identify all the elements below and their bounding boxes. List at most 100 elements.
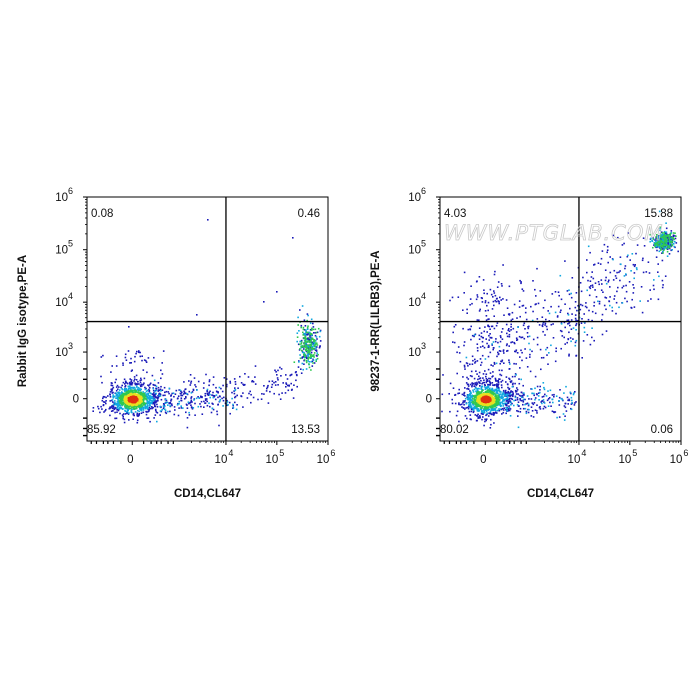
event-dot [563,392,565,394]
event-dot [475,384,478,386]
event-dot [304,353,307,356]
event-dot [473,410,475,412]
event-dot [316,346,318,348]
event-dot [298,361,300,363]
event-dot [133,389,136,392]
event-dot [526,332,529,334]
event-dot [185,403,188,406]
event-dot [500,360,502,363]
event-dot [125,398,127,401]
event-dot [481,407,483,409]
event-dot [138,390,140,392]
event-dot [474,358,476,361]
event-dot [122,417,124,420]
event-dot [145,390,148,393]
event-dot [449,299,451,302]
event-dot [310,361,312,363]
event-dot [194,402,196,405]
event-dot [586,271,588,274]
event-dot [504,391,507,393]
event-dot [525,412,528,415]
event-dot [488,325,490,328]
event-dot [470,406,473,408]
event-dot [477,391,479,393]
event-dot [467,385,470,387]
event-dot [497,403,500,405]
event-dot [593,264,595,266]
event-dot [314,334,317,337]
event-dot [126,409,129,412]
event-dot [451,296,454,299]
event-dot [149,420,151,423]
event-dot [180,394,182,397]
event-dot [605,282,608,285]
event-dot [499,405,502,408]
event-dot [136,386,138,389]
event-dot [570,392,572,395]
event-dot [498,408,500,410]
event-dot [144,407,147,410]
y-tick-label: 0 [73,394,79,406]
event-dot [574,306,577,309]
event-dot [506,383,509,385]
event-dot [663,249,665,251]
event-dot [659,244,661,247]
event-dot [509,415,512,417]
event-dot [161,362,163,364]
event-dot [631,253,634,255]
event-dot [126,412,128,414]
event-dot [655,240,657,242]
event-dot [313,341,315,344]
x-tick-label: 106 [670,448,689,466]
event-dot [565,410,568,412]
event-dot [560,323,563,325]
event-dot [582,340,585,342]
event-dot [138,396,141,399]
event-dot [478,276,481,278]
event-dot [297,324,299,326]
event-dot [659,233,662,235]
event-dot [575,322,578,325]
event-dot [611,310,614,312]
event-dot [234,387,236,389]
event-dot [309,353,311,355]
event-dot [486,379,489,381]
event-dot [122,415,124,418]
event-dot [301,357,303,359]
event-dot [486,399,488,401]
event-dot [495,300,498,303]
event-dot [476,410,479,412]
event-dot [475,419,478,422]
event-dot [508,400,510,403]
event-dot [131,397,133,400]
event-dot [553,395,555,398]
event-dot [556,316,559,318]
event-dot [484,301,487,304]
event-dot [212,408,215,411]
event-dot [514,389,517,392]
event-dot [666,255,669,257]
event-dot [474,400,477,403]
event-dot [546,328,548,331]
event-dot [298,330,300,332]
event-dot [303,348,305,350]
event-dot [136,383,138,386]
event-dot [485,375,487,378]
event-dot [130,357,132,360]
event-dot [109,414,111,417]
event-dot [558,416,561,418]
event-dot [97,407,100,410]
event-dot [661,244,663,247]
event-dot [588,286,591,288]
event-dot [498,378,500,380]
event-dot [477,393,480,396]
event-dot [212,391,214,394]
event-dot [489,384,492,386]
event-dot [668,239,671,242]
event-dot [123,396,126,399]
event-dot [110,388,112,391]
event-dot [669,234,671,237]
event-dot [476,391,478,393]
event-dot [485,418,488,420]
event-dot [151,374,154,377]
